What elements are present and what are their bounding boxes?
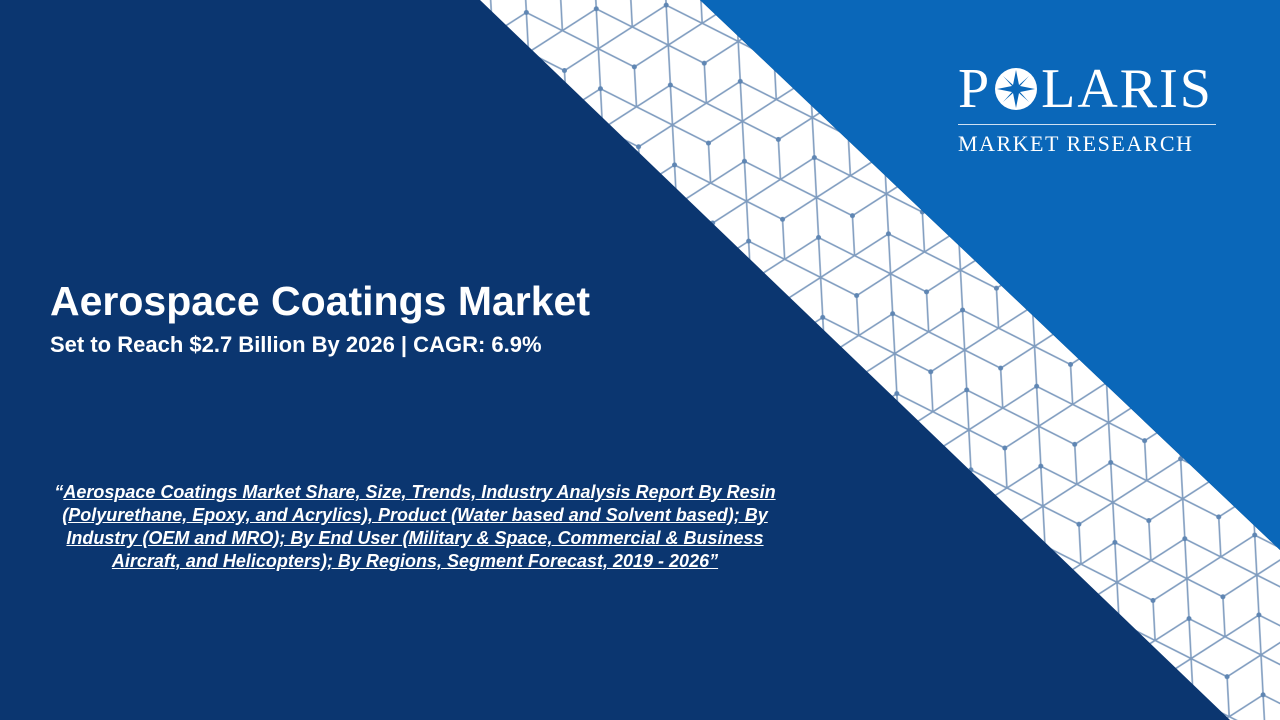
report-description: “Aerospace Coatings Market Share, Size, …: [45, 481, 785, 573]
logo-name: P LARIS: [958, 58, 1216, 120]
title: Aerospace Coatings Market: [50, 278, 591, 324]
report-link[interactable]: Aerospace Coatings Market Share, Size, T…: [62, 482, 776, 571]
dark-panel: [0, 0, 1230, 720]
blue-panel: [700, 0, 1280, 550]
logo-text: P: [958, 58, 992, 120]
quote-mark: “: [54, 482, 64, 502]
logo-text: LARIS: [1041, 58, 1213, 120]
logo-rule: [958, 124, 1216, 125]
logo: P LARIS MARKET RESEARCH: [958, 58, 1216, 157]
logo-star: [995, 68, 1038, 110]
subtitle: Set to Reach $2.7 Billion By 2026 | CAGR…: [50, 332, 542, 357]
logo-tagline: MARKET RESEARCH: [958, 131, 1194, 156]
pattern-band: [480, 0, 1280, 720]
